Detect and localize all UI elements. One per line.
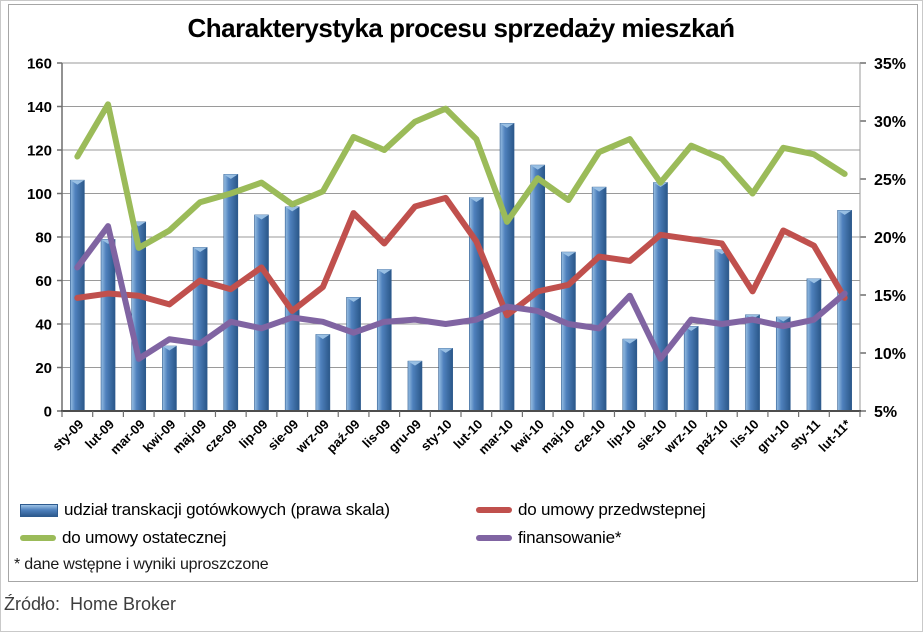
x-label-gru-09: gru-09 [385, 417, 424, 456]
bar-top-bevel [592, 187, 607, 192]
bar-maj-10 [561, 251, 576, 412]
x-label-gru-10: gru-10 [754, 417, 793, 456]
bar-mar-10 [499, 123, 515, 412]
bar-top-bevel [469, 197, 484, 203]
x-label-cze-09: cze-09 [201, 417, 240, 456]
bar-maj-09 [192, 247, 208, 412]
bar-top-bevel [223, 174, 238, 179]
y-left-label-140: 140 [27, 99, 52, 116]
y-right-label-20%: 20% [874, 230, 906, 247]
bar-lis-10 [745, 314, 760, 412]
bar-gru-10 [775, 316, 791, 412]
bar-top-bevel [346, 297, 361, 302]
bar-lis-09 [376, 269, 392, 412]
y-left-label-160: 160 [27, 56, 52, 73]
bar-top-bevel [285, 206, 300, 212]
legend-label: do umowy ostatecznej [62, 528, 227, 547]
bar-top-bevel [315, 334, 330, 339]
axis-labels: 160 140 120 100 80 60 40 20 0 35% 30% 25% 20% 15% 10% 5… [27, 56, 906, 458]
red-line-swatch-icon [476, 507, 512, 513]
x-label-sty-09: sty-09 [49, 417, 86, 454]
bar-swatch-icon [20, 503, 58, 517]
bar-gru-09 [407, 360, 423, 412]
y-left-label-60: 60 [35, 273, 52, 290]
bar-wrz-09 [315, 334, 331, 412]
bar-top-bevel [837, 210, 852, 215]
bar-top-bevel [622, 339, 637, 344]
bar-top-bevel [193, 247, 208, 252]
line-0-do-umowy-przedwstepnej [74, 194, 848, 319]
y-left-label-20: 20 [35, 360, 52, 377]
x-label-cze-10: cze-10 [570, 417, 609, 456]
axes [57, 62, 866, 417]
x-label-lut-11*: lut-11* [816, 416, 855, 455]
x-label-sty-10: sty-10 [418, 417, 455, 454]
bar-sie-10 [653, 182, 668, 412]
y-left-label-40: 40 [35, 317, 52, 334]
bar-wrz-10 [683, 326, 699, 412]
gridlines [62, 62, 860, 412]
x-label-mar-09: mar-09 [107, 417, 148, 458]
legend-item-cash-share: udział transkacji gotówkowych (prawa ska… [20, 500, 390, 520]
bar-cze-10 [591, 186, 607, 412]
legend-item-final: do umowy ostatecznej [20, 528, 226, 548]
x-label-wrz-09: wrz-09 [292, 417, 332, 457]
bar-top-bevel [530, 165, 545, 170]
y-left-label-100: 100 [27, 186, 52, 203]
bar-top-bevel [776, 317, 791, 322]
bar-lip-10 [622, 338, 638, 412]
y-left-label-0: 0 [44, 404, 52, 421]
legend-item-preliminary: do umowy przedwstepnej [476, 500, 706, 520]
legend-label: do umowy przedwstepnej [518, 500, 706, 519]
legend-label: finansowanie* [518, 528, 622, 547]
y-right-label-10%: 10% [874, 346, 906, 363]
bar-sty-10 [438, 348, 453, 412]
x-label-mar-10: mar-10 [475, 417, 516, 458]
x-label-wrz-10: wrz-10 [660, 417, 700, 457]
chart-footnote: * dane wstępne i wyniki uproszczone [14, 556, 269, 573]
chart-frame [8, 4, 918, 582]
green-line-swatch-icon [20, 535, 56, 541]
bar-top-bevel [254, 214, 269, 220]
x-label-maj-09: maj-09 [169, 417, 209, 457]
bar-paź-09 [346, 297, 361, 412]
y-right-label-15%: 15% [874, 288, 906, 305]
bar-top-bevel [806, 278, 821, 284]
bar-kwi-09 [162, 345, 177, 412]
y-left-label-80: 80 [35, 230, 52, 247]
source-caption: Źródło: Home Broker [4, 594, 177, 614]
y-left-label-120: 120 [27, 143, 52, 160]
x-label-paź-09: paź-09 [323, 417, 362, 456]
y-right-label-25%: 25% [874, 172, 906, 189]
bar-lut-09 [100, 239, 116, 412]
x-label-maj-10: maj-10 [538, 417, 578, 457]
bar-top-bevel [561, 252, 576, 257]
line-series [74, 101, 848, 362]
y-right-label-30%: 30% [874, 114, 906, 131]
x-label-lip-09: lip-09 [236, 417, 271, 452]
bar-cze-09 [223, 174, 239, 412]
bar-top-bevel [500, 123, 515, 128]
x-label-paź-10: paź-10 [692, 417, 731, 456]
line-2-finansowanie- [74, 223, 848, 362]
bar-sty-11 [806, 278, 822, 412]
bar-paź-10 [714, 249, 730, 412]
bar-top-bevel [407, 361, 422, 366]
x-label-sty-11: sty-11 [786, 417, 823, 454]
bar-top-bevel [377, 269, 392, 274]
y-right-label-5%: 5% [874, 404, 897, 421]
bar-top-bevel [162, 346, 177, 351]
x-label-lip-10: lip-10 [604, 417, 639, 452]
legend-label: udział transkacji gotówkowych (prawa ska… [64, 500, 390, 519]
bar-top-bevel [438, 348, 453, 353]
legend-item-financing: finansowanie* [476, 528, 621, 548]
y-right-label-35%: 35% [874, 56, 906, 73]
line-1-do-umowy-ostatecznej [74, 101, 848, 251]
bar-lut-11* [837, 210, 852, 412]
chart-title: Charakterystyka procesu sprzedaży mieszk… [188, 13, 735, 43]
bar-lip-09 [254, 214, 269, 412]
purple-line-swatch-icon [476, 535, 512, 541]
bar-top-bevel [70, 180, 85, 185]
